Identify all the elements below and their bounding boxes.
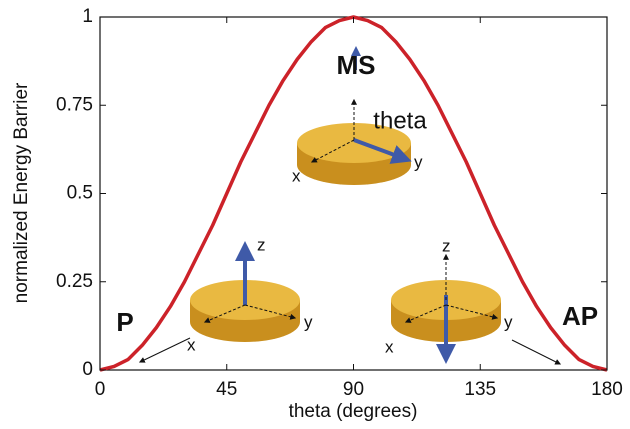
annotation: P	[116, 307, 133, 337]
y-tick-label: 1	[82, 6, 93, 27]
axis-letter: x	[385, 337, 394, 356]
y-tick-label: 0.25	[56, 271, 93, 292]
x-tick-label: 180	[591, 379, 623, 400]
x-tick-label: 90	[343, 379, 364, 400]
annotation: theta	[373, 107, 427, 134]
axis-letter: z	[257, 235, 266, 254]
y-tick-label: 0.75	[56, 94, 93, 115]
arrow	[138, 337, 191, 363]
x-axis-label: theta (degrees)	[289, 401, 418, 422]
x-tick-label: 45	[216, 379, 237, 400]
y-tick-label: 0	[82, 359, 93, 380]
annotation: MS	[337, 50, 376, 80]
disk-ap: z y x	[385, 236, 513, 364]
axis-letter: y	[304, 312, 313, 331]
disk-p: z y x	[187, 235, 313, 354]
y-tick-label: 0.5	[67, 183, 93, 204]
x-tick-label: 135	[464, 379, 496, 400]
y-axis-label: normalized Energy Barrier	[11, 82, 32, 303]
axis-letter: z	[442, 236, 451, 255]
axis-letter: y	[504, 312, 513, 331]
disk-ms: y x	[292, 46, 423, 185]
axis-letter: x	[292, 166, 301, 185]
x-tick-label: 0	[95, 379, 106, 400]
arrow	[511, 339, 562, 365]
axis-letter: x	[187, 335, 196, 354]
annotation: AP	[562, 301, 598, 331]
axis-letter: y	[414, 152, 423, 171]
